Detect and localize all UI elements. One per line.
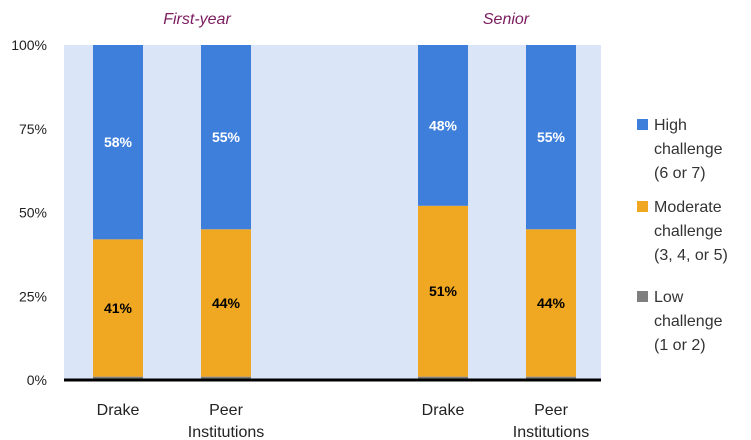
data-label: 55% [537, 129, 566, 145]
data-label: 48% [429, 117, 458, 133]
bar-segment [418, 205, 468, 377]
y-tick-label: 0% [27, 372, 47, 388]
legend-label: Moderate [654, 199, 722, 216]
x-category-label: Institutions [513, 424, 589, 440]
data-label: 41% [104, 300, 133, 316]
x-category-label: Drake [422, 402, 465, 419]
bar-segment [93, 376, 143, 380]
data-label: 58% [104, 134, 133, 150]
bar-segment [418, 376, 468, 380]
legend-swatch [637, 119, 648, 130]
data-label: 44% [537, 295, 566, 311]
group-label: First-year [163, 11, 231, 28]
legend-label: (1 or 2) [654, 337, 706, 354]
group-label: Senior [483, 11, 530, 28]
bar-segment [201, 45, 251, 230]
bar-segment [93, 239, 143, 377]
bar-segment [93, 45, 143, 240]
x-category-label: Peer [534, 402, 568, 419]
y-tick-label: 50% [19, 205, 47, 221]
legend-label: (6 or 7) [654, 165, 706, 182]
bar-segment [526, 229, 576, 377]
legend-label: High [654, 117, 687, 134]
y-tick-label: 75% [19, 121, 47, 137]
x-category-label: Drake [97, 402, 140, 419]
y-tick-label: 25% [19, 288, 47, 304]
legend-label: (3, 4, or 5) [654, 247, 728, 264]
bar-segment [201, 376, 251, 380]
legend-swatch [637, 291, 648, 302]
bar-segment [526, 376, 576, 380]
legend-label: challenge [654, 223, 723, 240]
x-category-label: Peer [209, 402, 243, 419]
legend-swatch [637, 201, 648, 212]
bar-segment [526, 45, 576, 230]
x-category-label: Institutions [188, 424, 264, 440]
data-label: 55% [212, 129, 241, 145]
bar-segment [418, 45, 468, 206]
bar-segment [201, 229, 251, 377]
y-tick-label: 100% [11, 37, 47, 53]
data-label: 44% [212, 295, 241, 311]
legend-label: challenge [654, 313, 723, 330]
data-label: 51% [429, 283, 458, 299]
plot-area [64, 45, 601, 380]
legend-label: Low [654, 289, 684, 306]
legend-label: challenge [654, 141, 723, 158]
